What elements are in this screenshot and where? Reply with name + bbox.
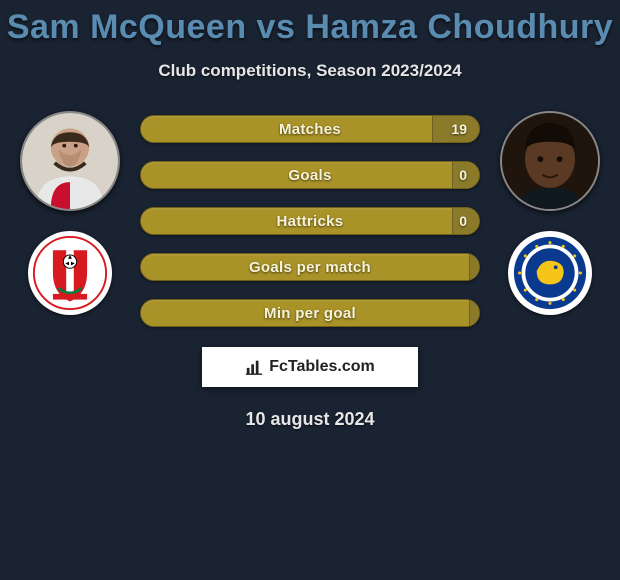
stat-label: Matches [141,116,479,142]
stat-label: Hattricks [141,208,479,234]
southampton-crest-icon [32,235,108,311]
stat-bar-hattricks: Hattricks 0 [140,207,480,235]
comparison-card: Sam McQueen vs Hamza Choudhury Club comp… [0,0,620,580]
page-title: Sam McQueen vs Hamza Choudhury [0,8,620,47]
stats-bars: Matches 19 Goals 0 Hattricks 0 Goals per… [140,111,480,327]
subtitle: Club competitions, Season 2023/2024 [0,61,620,81]
stat-right-value: 0 [459,208,467,234]
stat-label: Goals [141,162,479,188]
person-icon [502,113,598,209]
brand-badge: FcTables.com [202,347,418,387]
stat-right-value: 0 [459,162,467,188]
stat-bar-matches: Matches 19 [140,115,480,143]
bar-chart-icon [245,358,263,376]
leicester-crest-icon [512,235,588,311]
stat-right-value: 19 [451,116,467,142]
stat-bar-goals: Goals 0 [140,161,480,189]
stat-label: Goals per match [141,254,479,280]
stat-bar-goals-per-match: Goals per match [140,253,480,281]
stat-label: Min per goal [141,300,479,326]
left-club-crest [28,231,112,315]
left-player-avatar [20,111,120,211]
date-text: 10 august 2024 [0,409,620,430]
stat-bar-min-per-goal: Min per goal [140,299,480,327]
person-icon [22,113,118,209]
left-player-column [10,111,130,315]
content-row: Matches 19 Goals 0 Hattricks 0 Goals per… [0,111,620,327]
brand-text: FcTables.com [269,358,375,376]
right-player-avatar [500,111,600,211]
right-club-crest [508,231,592,315]
right-player-column [490,111,610,315]
